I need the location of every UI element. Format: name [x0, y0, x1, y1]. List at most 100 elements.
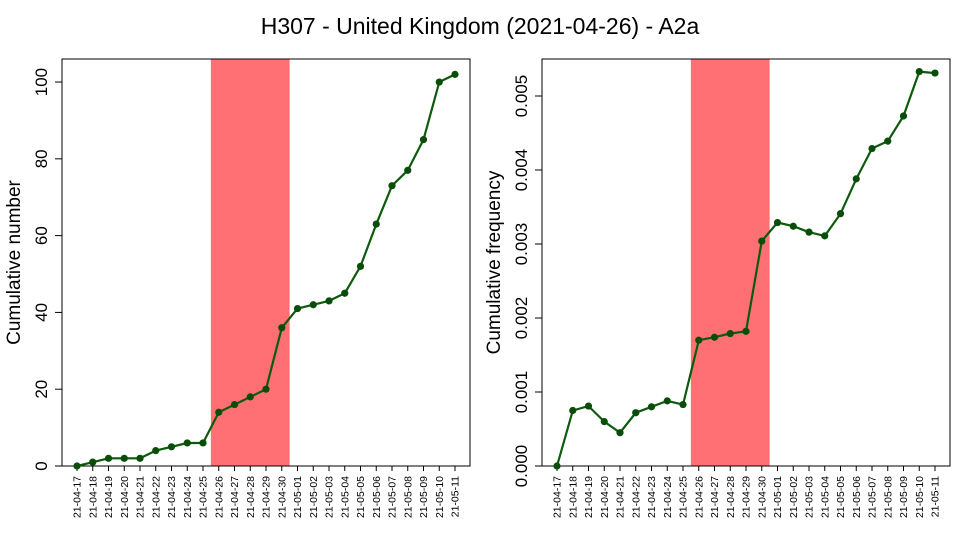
x-tick-label: 21-04-22 [150, 476, 162, 518]
x-tick-label: 21-05-04 [819, 476, 831, 518]
y-tick-label: 40 [32, 303, 51, 322]
data-point [852, 175, 860, 183]
data-point [167, 443, 176, 451]
x-tick-label: 21-05-07 [387, 476, 399, 518]
data-point [884, 137, 892, 145]
y-tick-label: 0.003 [512, 223, 531, 266]
data-point [616, 429, 624, 437]
x-tick-label: 21-05-01 [772, 476, 784, 518]
data-point [309, 301, 317, 309]
data-point [104, 454, 113, 462]
x-tick-label: 21-05-09 [418, 476, 430, 518]
x-tick-label: 21-04-24 [182, 476, 194, 518]
data-point [789, 222, 797, 230]
data-point [663, 397, 671, 405]
x-tick-label: 21-05-03 [324, 476, 336, 518]
data-point [230, 400, 239, 409]
y-tick-label: 0.002 [512, 297, 531, 340]
x-tick-label: 21-04-22 [630, 476, 642, 518]
x-tick-label: 21-05-05 [355, 476, 367, 518]
x-tick-label: 21-04-19 [583, 476, 595, 518]
x-tick-label: 21-04-20 [119, 476, 131, 518]
x-tick-label: 21-04-18 [87, 476, 99, 518]
x-tick-label: 21-05-06 [851, 476, 863, 518]
data-point [710, 333, 719, 341]
x-tick-label: 21-05-04 [339, 476, 351, 518]
data-point [152, 447, 160, 455]
data-point [278, 324, 286, 332]
x-tick-label: 21-04-25 [678, 476, 690, 518]
data-point [451, 70, 459, 78]
data-point [695, 336, 703, 344]
data-point [341, 289, 349, 297]
y-tick-label: 80 [32, 149, 51, 168]
x-tick-label: 21-04-30 [276, 476, 288, 518]
data-point [356, 262, 365, 270]
x-tick-label: 21-04-30 [756, 476, 768, 518]
data-point [773, 218, 782, 227]
data-point [262, 385, 270, 393]
data-point [388, 182, 396, 190]
y-tick-label: 0.000 [512, 445, 531, 488]
x-tick-label: 21-04-19 [103, 476, 115, 518]
x-tick-label: 21-04-27 [229, 476, 241, 518]
data-point [821, 232, 829, 240]
data-point [183, 439, 191, 447]
y-tick-label: 60 [32, 226, 51, 245]
data-point [73, 462, 81, 470]
x-tick-label: 21-04-17 [552, 476, 564, 518]
x-tick-label: 21-05-05 [835, 476, 847, 518]
x-tick-label: 21-05-01 [292, 476, 304, 518]
data-point [915, 67, 923, 76]
x-tick-label: 21-05-10 [914, 476, 926, 518]
data-point [742, 327, 750, 335]
data-point [679, 400, 687, 409]
data-point [553, 462, 561, 470]
data-point [584, 402, 593, 410]
x-tick-label: 21-04-18 [567, 476, 579, 518]
y-tick-label: 0.004 [512, 149, 531, 192]
x-tick-label: 21-04-26 [693, 476, 705, 518]
data-point [632, 409, 640, 417]
x-tick-label: 21-05-02 [308, 476, 320, 518]
x-tick-label: 21-05-07 [867, 476, 879, 518]
data-point [868, 144, 876, 153]
x-tick-label: 21-04-29 [741, 476, 753, 518]
x-tick-label: 21-04-26 [213, 476, 225, 518]
x-tick-label: 21-05-02 [788, 476, 800, 518]
data-point [293, 304, 302, 313]
y-tick-label: 0.001 [512, 371, 531, 414]
x-tick-label: 21-05-10 [434, 476, 446, 518]
data-point [120, 454, 128, 462]
highlight-band [210, 59, 290, 466]
data-point [899, 112, 908, 120]
data-point [372, 220, 380, 228]
y-axis-title: Cumulative frequency [484, 170, 505, 354]
data-point [931, 69, 939, 77]
data-point [435, 78, 443, 86]
x-tick-label: 21-04-17 [72, 476, 84, 518]
data-point [215, 408, 223, 416]
data-point [836, 210, 845, 218]
x-tick-label: 21-05-03 [804, 476, 816, 518]
x-tick-label: 21-04-21 [135, 476, 147, 518]
x-tick-label: 21-04-28 [245, 476, 257, 518]
data-point [726, 329, 734, 338]
x-tick-label: 21-04-23 [166, 476, 178, 518]
y-axis-title: Cumulative number [4, 179, 25, 344]
data-point [246, 393, 254, 401]
data-point [805, 228, 813, 236]
data-point [647, 403, 656, 411]
data-point [325, 297, 333, 305]
y-tick-label: 100 [32, 68, 51, 96]
x-tick-label: 21-04-25 [198, 476, 210, 518]
x-tick-label: 21-05-06 [371, 476, 383, 518]
chart-title: H307 - United Kingdom (2021-04-26) - A2a [261, 13, 700, 39]
x-tick-label: 21-04-20 [599, 476, 611, 518]
x-tick-label: 21-04-27 [709, 476, 721, 518]
x-tick-label: 21-05-11 [930, 476, 942, 517]
x-tick-label: 21-04-24 [662, 476, 674, 518]
x-tick-label: 21-05-08 [882, 476, 894, 518]
